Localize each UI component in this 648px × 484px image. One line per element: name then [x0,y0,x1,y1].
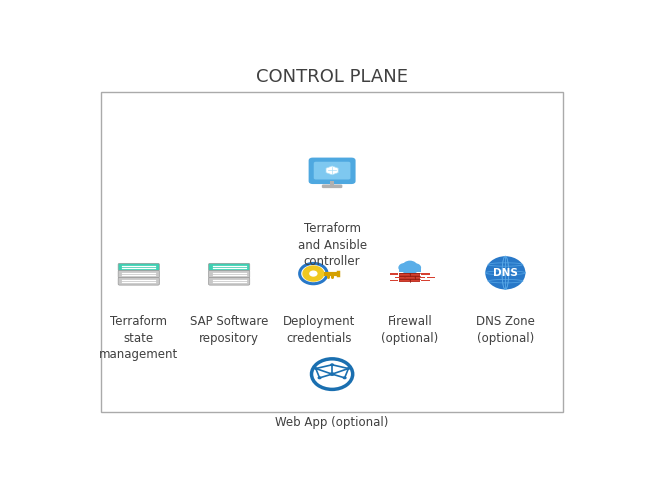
Bar [330,181,334,185]
Text: Deployment
credentials: Deployment credentials [283,315,356,345]
Bar [421,280,430,281]
Bar [390,273,399,275]
Bar [400,280,409,281]
Circle shape [330,372,334,376]
FancyBboxPatch shape [118,271,159,278]
Text: DNS: DNS [493,268,518,278]
Circle shape [410,263,421,272]
Text: CONTROL PLANE: CONTROL PLANE [256,68,408,86]
Circle shape [343,377,347,379]
Bar [390,280,399,281]
Bar [411,280,419,281]
Polygon shape [326,166,338,175]
Circle shape [330,363,334,366]
Circle shape [347,367,350,370]
FancyBboxPatch shape [118,263,159,271]
FancyBboxPatch shape [314,162,351,180]
FancyBboxPatch shape [209,271,249,278]
Circle shape [399,263,411,272]
Circle shape [303,265,325,282]
FancyBboxPatch shape [209,263,249,271]
Bar [411,273,419,275]
Circle shape [314,367,318,370]
Bar [416,276,424,278]
Circle shape [318,377,321,379]
Bar [399,267,421,272]
Circle shape [406,265,418,274]
Bar [395,276,404,278]
Text: Firewall
(optional): Firewall (optional) [381,315,439,345]
Text: Terraform
and Ansible
controller: Terraform and Ansible controller [297,222,367,268]
Bar [427,276,435,278]
FancyBboxPatch shape [322,184,342,188]
Bar [421,273,430,275]
Bar [399,272,421,282]
Ellipse shape [485,256,526,289]
Text: Terraform
state
management: Terraform state management [99,315,178,361]
FancyBboxPatch shape [101,91,563,412]
FancyBboxPatch shape [308,158,356,184]
Bar [406,276,414,278]
Bar [400,273,409,275]
Circle shape [402,265,413,274]
Text: DNS Zone
(optional): DNS Zone (optional) [476,315,535,345]
FancyBboxPatch shape [118,277,159,285]
Text: SAP Software
repository: SAP Software repository [190,315,268,345]
Circle shape [309,271,318,277]
Circle shape [402,260,417,272]
FancyBboxPatch shape [209,277,249,285]
Text: Web App (optional): Web App (optional) [275,416,389,429]
